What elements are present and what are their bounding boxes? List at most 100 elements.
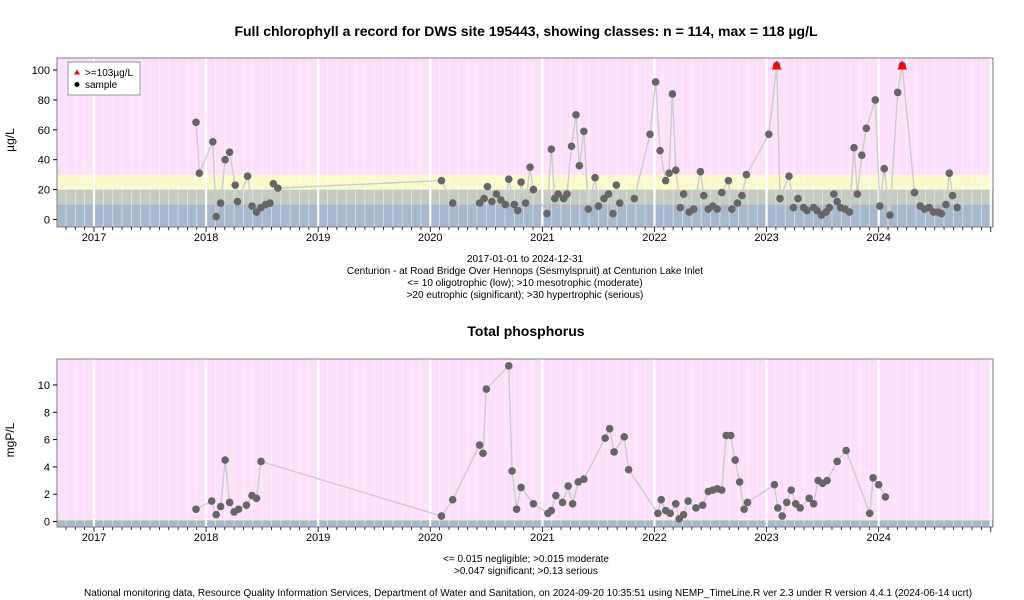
class-band (57, 359, 993, 519)
data-point (770, 480, 779, 489)
data-point (942, 200, 950, 209)
y-tick-label: 8 (44, 407, 50, 419)
data-point (517, 178, 525, 186)
data-point (480, 194, 488, 203)
x-tick-label: 2022 (642, 232, 666, 244)
data-point (233, 197, 242, 206)
data-point (529, 185, 538, 194)
data-point (910, 188, 919, 197)
data-point (266, 199, 274, 207)
data-point (773, 504, 782, 512)
data-point (661, 176, 670, 185)
data-point (221, 155, 229, 164)
data-point (231, 181, 240, 189)
chart-2-plot: 0 2 4 6 8 10 2017 2018 2019 2020 2021 2022 2023 2024 (38, 358, 994, 544)
data-point (605, 424, 614, 433)
data-point (782, 498, 791, 507)
legend-label-sample: sample (85, 80, 118, 91)
data-point (529, 499, 538, 508)
data-point (671, 499, 680, 508)
data-point (869, 474, 877, 482)
chart-2-caption-classes-low: <= 0.015 negligible; >0.015 moderate (443, 554, 609, 565)
data-point (740, 505, 748, 514)
data-point (803, 206, 811, 215)
chart-1-y-axis-label: µg/L (3, 128, 17, 152)
data-point (699, 191, 708, 200)
data-point (823, 476, 831, 485)
data-point (620, 433, 629, 441)
data-point (874, 480, 883, 489)
data-point (510, 200, 519, 209)
data-point (713, 205, 722, 213)
data-point (610, 448, 618, 456)
data-point (504, 175, 513, 183)
data-point (945, 169, 954, 177)
data-point (657, 495, 665, 504)
data-point (825, 203, 834, 212)
x-tick-label: 2024 (866, 232, 890, 244)
data-point (448, 495, 457, 504)
x-tick-label: 2019 (306, 232, 330, 244)
legend-triangle-marker (74, 69, 80, 75)
x-tick-label: 2021 (530, 532, 554, 544)
y-tick-label: 40 (38, 155, 50, 167)
data-point (731, 456, 739, 464)
data-point (893, 88, 902, 97)
data-point (526, 163, 534, 171)
legend-box (67, 61, 141, 96)
data-point (717, 188, 726, 197)
class-band (57, 519, 993, 521)
data-point (728, 205, 736, 213)
data-point (809, 499, 818, 508)
data-point (656, 146, 664, 155)
data-point (830, 190, 838, 198)
data-point (242, 501, 251, 509)
data-point (225, 148, 234, 157)
data-point (488, 197, 496, 206)
data-point (630, 194, 639, 203)
data-point (668, 90, 677, 98)
class-band (57, 520, 993, 527)
data-point (676, 203, 685, 212)
data-point (765, 130, 773, 139)
data-point (248, 202, 256, 210)
data-point (724, 176, 733, 185)
data-point (552, 491, 560, 500)
data-point (558, 498, 567, 507)
data-point (209, 137, 217, 146)
chart-2-title: Total phosphorus (467, 323, 584, 339)
data-point (508, 467, 516, 475)
data-point (735, 478, 744, 486)
data-point (646, 130, 654, 139)
capped-marker (897, 60, 908, 70)
data-point (243, 172, 252, 180)
y-tick-label: 2 (44, 489, 50, 501)
data-point (547, 506, 556, 515)
data-point (554, 190, 562, 198)
class-band (57, 174, 993, 190)
data-point (521, 199, 530, 207)
data-point (575, 161, 584, 170)
data-point (679, 190, 688, 198)
data-point (679, 510, 688, 519)
data-point (776, 194, 784, 203)
data-point (692, 504, 700, 512)
data-point (787, 486, 796, 494)
data-point (195, 169, 204, 177)
data-point (733, 199, 742, 207)
x-tick-label: 2018 (194, 532, 218, 544)
data-point (216, 502, 225, 511)
y-tick-label: 80 (38, 95, 50, 107)
data-point (778, 512, 787, 520)
data-point (580, 127, 588, 136)
data-point (698, 501, 707, 509)
data-point (591, 173, 599, 182)
data-point (789, 203, 798, 212)
data-point (845, 208, 854, 216)
data-point (504, 362, 513, 370)
x-tick-label: 2020 (418, 532, 442, 544)
data-point (604, 190, 613, 198)
data-point (880, 164, 889, 173)
class-band (57, 518, 993, 520)
chart-1-caption-date-range: 2017-01-01 to 2024-12-31 (467, 254, 584, 265)
